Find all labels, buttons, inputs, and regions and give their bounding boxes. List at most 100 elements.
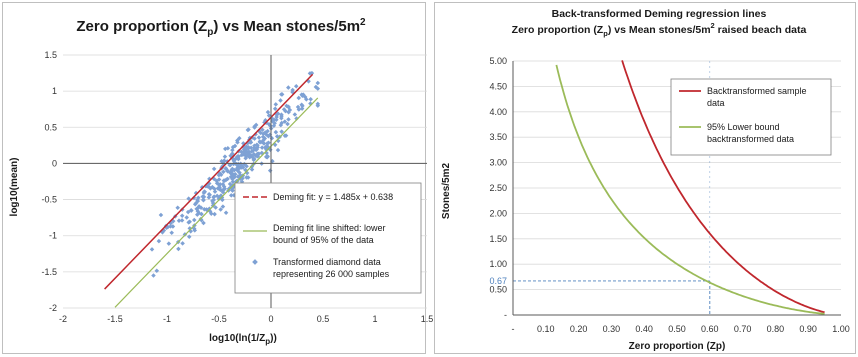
y-tick-label: 0 xyxy=(52,158,57,168)
data-point xyxy=(252,125,257,130)
x-tick-label: 1.5 xyxy=(421,314,434,324)
legend-box xyxy=(234,182,422,294)
x-tick-label: 0.30 xyxy=(603,324,621,334)
data-point xyxy=(259,145,265,150)
x-tick-label: - xyxy=(512,324,515,334)
data-point xyxy=(273,129,279,135)
deming-fit-line xyxy=(104,73,314,290)
legend-points-1: Transformed diamond data xyxy=(273,257,381,267)
data-point xyxy=(300,93,305,98)
data-point xyxy=(184,215,189,220)
regression-chart-svg: Back-transformed Deming regression lines… xyxy=(441,8,850,352)
data-point xyxy=(284,103,289,109)
x-tick-label: -1 xyxy=(163,314,171,324)
data-point xyxy=(267,168,273,173)
legend-fit: Deming fit: y = 1.485x + 0.638 xyxy=(273,192,393,202)
x-tick-label: 1.00 xyxy=(832,324,850,334)
y-tick-label: 1.50 xyxy=(489,234,507,244)
x-tick-label: 0.20 xyxy=(570,324,588,334)
y-tick-label: 1 xyxy=(52,86,57,96)
data-point xyxy=(179,213,185,218)
x-tick-label: 0.40 xyxy=(635,324,653,334)
scatter-chart-panel: Zero proportion (Zp) vs Mean stones/5m2 … xyxy=(2,2,433,354)
data-point xyxy=(266,140,271,146)
y-tick-label: 4.00 xyxy=(489,107,507,117)
legend: Deming fit: y = 1.485x + 0.638 Deming fi… xyxy=(234,182,422,294)
data-point xyxy=(257,139,263,144)
data-point xyxy=(293,84,299,89)
y-tick-label: 5.00 xyxy=(489,56,507,66)
lower-bound-curve xyxy=(555,64,825,315)
x-tick-label: -0.5 xyxy=(211,314,227,324)
y-tick-label: -0.5 xyxy=(41,195,57,205)
data-point xyxy=(279,129,284,134)
y-tick-label: 2.50 xyxy=(489,183,507,193)
data-point xyxy=(290,87,295,93)
x-tick-label: 0.80 xyxy=(767,324,785,334)
regression-chart-panel: Back-transformed Deming regression lines… xyxy=(434,2,856,354)
chart-title: Zero proportion (Zp) vs Mean stones/5m2 xyxy=(76,17,366,38)
data-point xyxy=(211,166,217,172)
y-tick-label: 1.5 xyxy=(44,50,57,60)
x-tick-label: 0.50 xyxy=(668,324,686,334)
chart-title-line1: Back-transformed Deming regression lines xyxy=(552,8,767,20)
y-tick-label: 1.00 xyxy=(489,259,507,269)
data-point xyxy=(273,102,279,107)
data-point xyxy=(255,143,260,148)
data-point xyxy=(296,95,302,101)
data-point xyxy=(285,121,290,127)
data-point xyxy=(300,103,305,109)
data-point xyxy=(272,121,277,126)
x-tick-label: 0.90 xyxy=(799,324,817,334)
x-tick-label: 0.70 xyxy=(734,324,752,334)
legend-swatch-points xyxy=(252,259,258,265)
x-tick-label: 0.10 xyxy=(537,324,555,334)
data-point xyxy=(286,85,291,90)
data-point xyxy=(186,234,192,240)
y-axis-label: Stones/5m2 xyxy=(441,162,452,219)
legend: Backtransformed sample data 95% Lower bo… xyxy=(670,78,832,156)
y-tick-label: - xyxy=(504,310,507,320)
data-point xyxy=(156,238,162,244)
data-point xyxy=(158,212,164,218)
data-point xyxy=(286,117,291,122)
legend-sample-1: Backtransformed sample xyxy=(707,86,807,96)
legend-lower-2: bound of 95% of the data xyxy=(273,235,374,245)
data-point xyxy=(258,130,263,136)
x-axis-label: Zero proportion (Zp) xyxy=(629,341,726,352)
lower-bound-line xyxy=(114,97,319,308)
x-axis-label: log10(ln(1/Zp)) xyxy=(209,333,277,346)
y-tick-label: 0.5 xyxy=(44,122,57,132)
data-point xyxy=(299,106,305,111)
chart-title-line2: Zero proportion (Zp) vs Mean stones/5m2 … xyxy=(512,21,807,38)
data-point xyxy=(245,127,251,133)
y-tick-label: 0.50 xyxy=(489,285,507,295)
x-tick-label: 0 xyxy=(268,314,273,324)
data-point xyxy=(201,197,206,203)
x-tick-label: 0.5 xyxy=(317,314,330,324)
data-point xyxy=(154,268,160,274)
data-point xyxy=(261,138,266,143)
data-point xyxy=(265,109,271,115)
legend-lower-1: Deming fit line shifted: lower xyxy=(273,223,386,233)
data-point xyxy=(179,218,185,223)
data-point xyxy=(315,80,321,86)
data-point xyxy=(149,247,155,252)
data-point xyxy=(278,98,283,103)
data-point xyxy=(279,92,284,97)
data-point xyxy=(222,154,228,159)
data-point xyxy=(175,205,180,211)
legend-lower-2: backtransformed data xyxy=(707,134,794,144)
x-tick-label: -1.5 xyxy=(107,314,123,324)
data-point xyxy=(166,241,172,246)
annotation-label: 0.67 xyxy=(489,276,507,286)
data-point xyxy=(191,217,197,223)
y-tick-label: -1.5 xyxy=(41,267,57,277)
sample-curve xyxy=(621,60,825,314)
data-point xyxy=(315,101,321,107)
data-point xyxy=(292,112,298,117)
scatter-chart-svg: Zero proportion (Zp) vs Mean stones/5m2 … xyxy=(9,17,433,346)
data-point xyxy=(275,147,281,153)
x-tick-label: 1 xyxy=(372,314,377,324)
y-tick-label: -1 xyxy=(49,231,57,241)
